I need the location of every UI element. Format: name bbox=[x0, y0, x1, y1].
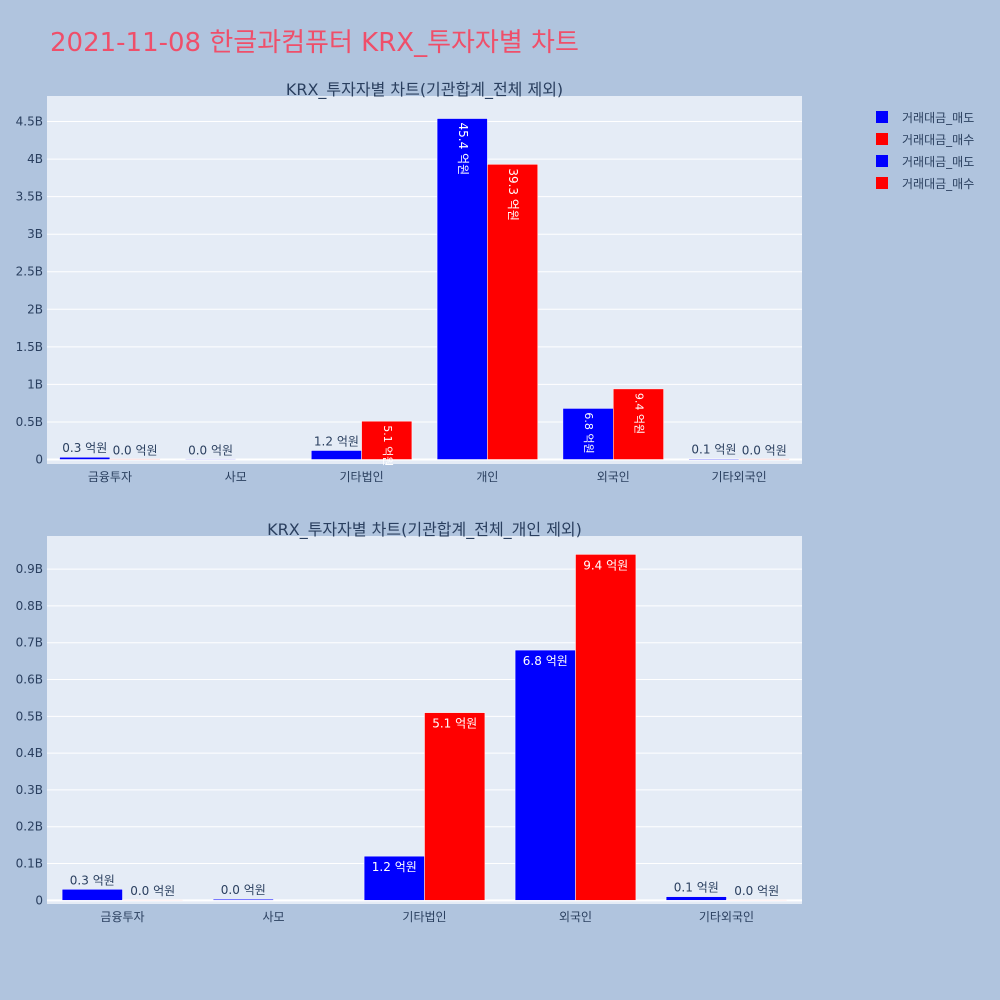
x-tick-label: 금융투자 bbox=[88, 470, 132, 484]
data-label: 5.1 억원 bbox=[381, 425, 394, 466]
x-tick-label: 외국인 bbox=[559, 910, 592, 924]
bar bbox=[738, 458, 790, 460]
data-label: 9.4 억원 bbox=[632, 393, 645, 434]
bar bbox=[361, 420, 413, 460]
chart-title: KRX_투자자별 차트(기관합계_전체_개인 제외) bbox=[267, 520, 582, 540]
bar bbox=[212, 898, 274, 901]
x-tick-label: 금융투자 bbox=[100, 910, 144, 924]
bar bbox=[575, 554, 637, 901]
y-tick-label: 4B bbox=[27, 152, 43, 166]
bar bbox=[562, 408, 614, 460]
y-tick-label: 0.7B bbox=[16, 636, 43, 650]
legend-item[interactable]: 거래대금_매수 bbox=[876, 172, 974, 194]
legend-label: 거래대금_매도 bbox=[902, 154, 975, 169]
bar bbox=[122, 899, 184, 901]
legend-item[interactable]: 거래대금_매도 bbox=[876, 150, 974, 172]
x-tick-label: 기타법인 bbox=[402, 910, 446, 924]
y-tick-label: 4.5B bbox=[16, 115, 43, 129]
chart-panel: 0 0.1B 0.2B 0.3B 0.4B 0.5B 0.6B 0.7B 0.8B 0.9B KRX… bbox=[16, 520, 802, 924]
data-label: 0.0 억원 bbox=[742, 443, 787, 457]
y-tick-label: 2B bbox=[27, 302, 43, 316]
y-tick-label: 1.5B bbox=[16, 340, 43, 354]
bar bbox=[109, 458, 161, 460]
data-label: 6.8 억원 bbox=[582, 412, 595, 453]
bar bbox=[424, 712, 486, 901]
legend-item[interactable]: 거래대금_매도 bbox=[876, 106, 974, 128]
bar bbox=[311, 450, 362, 460]
data-label: 0.0 억원 bbox=[221, 883, 266, 897]
data-label: 1.2 억원 bbox=[372, 860, 417, 874]
data-label: 0.0 억원 bbox=[130, 884, 175, 898]
y-tick-label: 0.5B bbox=[16, 709, 43, 723]
chart-title: KRX_투자자별 차트(기관합계_전체 제외) bbox=[286, 80, 563, 100]
bar bbox=[688, 458, 740, 460]
bar bbox=[665, 896, 727, 901]
page-title: 2021-11-08 한글과컴퓨터 KRX_투자자별 차트 bbox=[50, 28, 579, 58]
legend-label: 거래대금_매수 bbox=[902, 176, 975, 191]
y-tick-label: 0.4B bbox=[16, 746, 43, 760]
y-tick-label: 0.5B bbox=[16, 415, 43, 429]
data-label: 0.0 억원 bbox=[188, 443, 233, 457]
data-label: 1.2 억원 bbox=[314, 434, 359, 448]
y-tick-label: 0.3B bbox=[16, 783, 43, 797]
legend-item[interactable]: 거래대금_매수 bbox=[876, 128, 974, 150]
bar bbox=[726, 899, 788, 901]
y-tick-label: 0.8B bbox=[16, 599, 43, 613]
data-label: 9.4 억원 bbox=[583, 558, 628, 572]
bar bbox=[487, 164, 538, 460]
x-tick-label: 기타외국인 bbox=[699, 910, 754, 924]
x-tick-label: 외국인 bbox=[597, 470, 630, 484]
y-tick-label: 3B bbox=[27, 227, 43, 241]
bar bbox=[436, 118, 488, 460]
bar bbox=[363, 855, 425, 901]
data-label: 6.8 억원 bbox=[523, 654, 568, 668]
legend-swatch bbox=[876, 133, 888, 145]
bar bbox=[61, 889, 123, 901]
bar bbox=[613, 388, 664, 460]
bar bbox=[59, 456, 111, 460]
data-label: 0.1 억원 bbox=[674, 881, 719, 895]
legend-swatch bbox=[876, 155, 888, 167]
data-label: 0.3 억원 bbox=[70, 873, 115, 887]
legend-swatch bbox=[876, 177, 888, 189]
y-tick-label: 2.5B bbox=[16, 265, 43, 279]
y-tick-label: 1B bbox=[27, 377, 43, 391]
x-tick-label: 사모 bbox=[225, 470, 247, 484]
legend-label: 거래대금_매도 bbox=[902, 110, 975, 125]
data-label: 0.3 억원 bbox=[62, 441, 107, 455]
data-label: 39.3 억원 bbox=[506, 168, 520, 221]
y-tick-label: 0 bbox=[35, 893, 43, 907]
y-tick-label: 0.1B bbox=[16, 857, 43, 871]
data-label: 0.0 억원 bbox=[113, 443, 158, 457]
bar bbox=[514, 649, 576, 901]
y-tick-label: 0 bbox=[35, 452, 43, 466]
y-tick-label: 0.2B bbox=[16, 820, 43, 834]
x-tick-label: 기타법인 bbox=[339, 470, 383, 484]
bar bbox=[185, 458, 237, 460]
legend[interactable]: 거래대금_매도 거래대금_매수 거래대금_매도 거래대금_매수 bbox=[876, 106, 974, 194]
chart-panel: 0 0.5B 1B 1.5B 2B 2.5B 3B 3.5B 4B 4.5B KRX_투자자별 차트… bbox=[16, 80, 802, 484]
x-tick-label: 개인 bbox=[476, 470, 498, 484]
y-tick-label: 3.5B bbox=[16, 190, 43, 204]
data-label: 0.0 억원 bbox=[734, 884, 779, 898]
data-label: 0.1 억원 bbox=[691, 443, 736, 457]
data-label: 5.1 억원 bbox=[432, 717, 477, 731]
data-label: 45.4 억원 bbox=[456, 123, 470, 176]
legend-swatch bbox=[876, 111, 888, 123]
x-tick-label: 사모 bbox=[262, 910, 284, 924]
legend-label: 거래대금_매수 bbox=[902, 132, 975, 147]
plot-area bbox=[47, 96, 802, 464]
y-tick-label: 0.6B bbox=[16, 673, 43, 687]
y-tick-label: 0.9B bbox=[16, 562, 43, 576]
x-tick-label: 기타외국인 bbox=[711, 470, 766, 484]
